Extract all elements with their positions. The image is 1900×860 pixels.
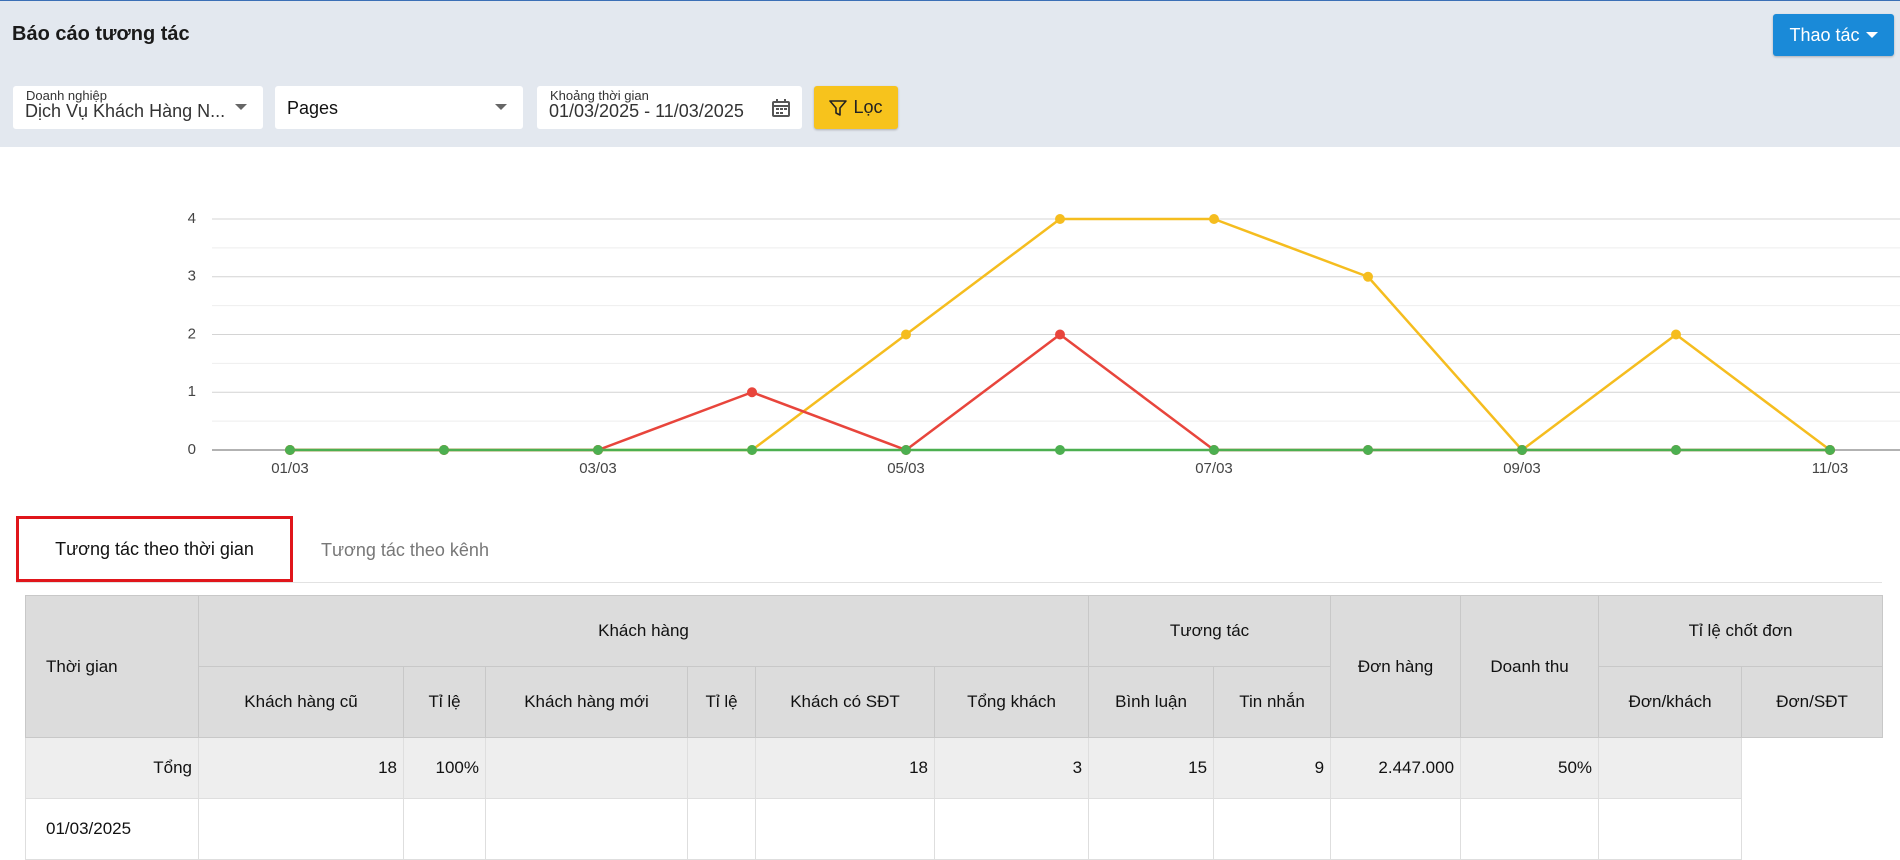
caret-icon bbox=[1865, 32, 1878, 38]
action-button[interactable]: Thao tác bbox=[1773, 14, 1894, 56]
header-cell: Đơn hàng bbox=[1330, 595, 1462, 738]
tab-divider bbox=[16, 582, 1882, 583]
data-point bbox=[901, 329, 911, 340]
table-row: 01/03/2025 bbox=[25, 798, 1883, 860]
header-cell: Bình luận bbox=[1088, 666, 1215, 738]
data-point bbox=[1363, 271, 1373, 282]
table-cell: 50% bbox=[1460, 737, 1600, 799]
y-tick-label: 0 bbox=[188, 441, 196, 458]
field-value: Dịch Vụ Khách Hàng N... bbox=[25, 101, 226, 121]
table-cell bbox=[687, 737, 756, 799]
table-cell: Tổng bbox=[25, 737, 199, 799]
table-cell: 01/03/2025 bbox=[25, 798, 199, 860]
table-cell bbox=[1598, 737, 1743, 799]
header-cell: Tỉ lệ bbox=[403, 666, 486, 738]
table-row: Tổng 18 100% 18 3 15 9 2.447.000 50% bbox=[25, 737, 1883, 799]
y-tick-label: 2 bbox=[188, 325, 196, 342]
action-label: Thao tác bbox=[1789, 24, 1860, 45]
field-value: Pages bbox=[287, 98, 339, 118]
table-cell bbox=[933, 798, 1090, 860]
table-cell: 18 bbox=[755, 737, 935, 799]
x-tick-label: 07/03 bbox=[1195, 460, 1233, 477]
table-cell bbox=[198, 798, 404, 860]
data-point bbox=[901, 445, 911, 455]
header-cell: Khách có SĐT bbox=[755, 666, 935, 738]
table-cell bbox=[403, 798, 486, 860]
header-cell: Tương tác bbox=[1088, 595, 1332, 667]
filter-button[interactable]: Lọc bbox=[814, 86, 898, 129]
data-point bbox=[1209, 214, 1219, 224]
y-tick-label: 1 bbox=[188, 383, 196, 400]
field-value: 01/03/2025 - 11/03/2025 bbox=[549, 101, 744, 121]
filter-icon bbox=[829, 99, 848, 116]
tab-active[interactable]: Tương tác theo thời gian bbox=[16, 516, 293, 582]
data-point bbox=[1055, 445, 1065, 455]
table-cell: 15 bbox=[1088, 737, 1215, 799]
table-cell bbox=[755, 798, 935, 860]
data-point bbox=[747, 445, 757, 455]
header-cell: Doanh thu bbox=[1460, 595, 1600, 738]
header-cell: Khách hàng mới bbox=[485, 666, 688, 738]
x-tick-label: 01/03 bbox=[271, 460, 309, 477]
caret-icon bbox=[495, 104, 507, 110]
header-cell: Tỉ lệ chốt đơn bbox=[1598, 595, 1884, 667]
report-table: Thời gian Khách hàng Tương tác Đơn hàng … bbox=[25, 595, 1884, 860]
table-cell bbox=[1088, 798, 1215, 860]
table-cell: 3 bbox=[933, 737, 1090, 799]
data-point bbox=[285, 445, 295, 455]
header-cell: Đơn/khách bbox=[1598, 666, 1743, 738]
x-tick-label: 11/03 bbox=[1812, 460, 1848, 477]
x-tick-label: 03/03 bbox=[579, 460, 617, 477]
data-point bbox=[439, 445, 449, 455]
y-tick-label: 3 bbox=[188, 268, 196, 285]
calendar-icon bbox=[772, 99, 790, 117]
data-point bbox=[1825, 445, 1835, 455]
header-cell: Đơn/SĐT bbox=[1741, 666, 1884, 738]
table-cell: 9 bbox=[1213, 737, 1332, 799]
page-title: Báo cáo tương tác bbox=[12, 23, 190, 45]
filter-label: Lọc bbox=[853, 97, 883, 117]
table-cell bbox=[687, 798, 756, 860]
x-tick-label: 05/03 bbox=[887, 460, 925, 477]
field-label: Doanh nghiệp bbox=[26, 88, 107, 103]
source-select[interactable]: Pages bbox=[275, 86, 523, 129]
data-point bbox=[593, 445, 603, 455]
header-cell: Tổng khách bbox=[933, 666, 1090, 738]
header-cell: Thời gian bbox=[25, 595, 199, 738]
data-point bbox=[1517, 445, 1527, 455]
header-bar: Báo cáo tương tác Thao tác Doanh nghiệp … bbox=[0, 0, 1900, 147]
table-cell bbox=[485, 798, 688, 860]
table-cell bbox=[1213, 798, 1332, 860]
table-cell bbox=[1330, 798, 1462, 860]
table-cell bbox=[1460, 798, 1600, 860]
field-label: Khoảng thời gian bbox=[550, 88, 649, 103]
table-cell: 18 bbox=[198, 737, 404, 799]
company-select[interactable]: Doanh nghiệp Dịch Vụ Khách Hàng N... bbox=[13, 86, 263, 129]
header-cell: Khách hàng bbox=[197, 595, 1090, 667]
date-range[interactable]: Khoảng thời gian 01/03/2025 - 11/03/2025 bbox=[537, 86, 802, 129]
table-cell: 2.447.000 bbox=[1330, 737, 1462, 799]
header-cell: Tin nhắn bbox=[1213, 666, 1332, 738]
data-point bbox=[1209, 445, 1219, 455]
x-tick-label: 09/03 bbox=[1503, 460, 1541, 477]
header-cell: Khách hàng cũ bbox=[198, 666, 404, 738]
data-point bbox=[747, 387, 757, 398]
table-cell: 100% bbox=[403, 737, 486, 799]
data-point bbox=[1055, 329, 1065, 340]
data-point bbox=[1671, 329, 1681, 340]
caret-icon bbox=[235, 104, 247, 110]
data-point bbox=[1055, 214, 1065, 224]
tab[interactable]: Tương tác theo kênh bbox=[321, 540, 489, 560]
data-point bbox=[1671, 445, 1681, 455]
table-cell bbox=[485, 737, 688, 799]
header-cell: Tỉ lệ bbox=[687, 666, 756, 738]
y-tick-label: 4 bbox=[188, 210, 196, 227]
chart: 0 1 2 3 4 01/03 03/03 05/03 07/03 09/03 11/03 bbox=[188, 210, 1900, 477]
table-cell bbox=[1598, 798, 1743, 860]
data-point bbox=[1363, 445, 1373, 455]
